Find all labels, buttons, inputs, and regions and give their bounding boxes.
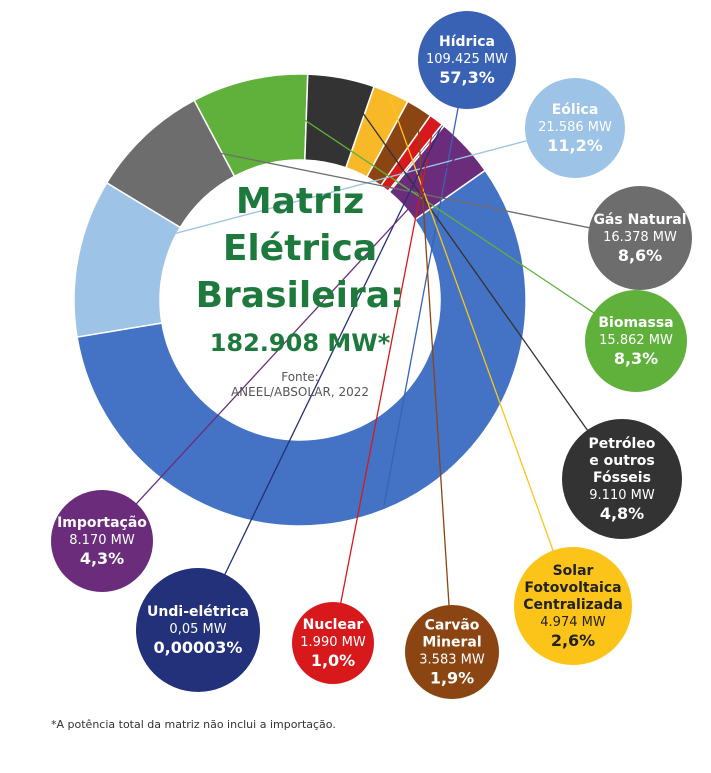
label-mw-nuclear: 1.990 MW: [300, 635, 366, 650]
connector-importacao: [101, 149, 464, 542]
center-total: 182.908 MW*: [210, 329, 391, 357]
bubble-petroleo-e-outros-fosseis: [562, 419, 682, 539]
connector-solar-fotovoltaica-centralizada: [389, 96, 574, 607]
label-bubble-importacao: Importação 8.170 MW4,3%: [51, 490, 153, 592]
label-name-nuclear: Nuclear: [303, 617, 364, 633]
center-title-line-1: Matriz: [236, 181, 364, 222]
label-pct-solar-fotovoltaica-centralizada: 2,6%: [551, 631, 595, 650]
bubble-biomassa: [585, 290, 687, 392]
center-title-line-2: Elétrica: [223, 228, 377, 269]
label-name-undi-eletrica: Undi-elétrica: [147, 604, 249, 620]
label-name-importacao: Importação: [57, 515, 147, 531]
label-mw-solar-fotovoltaica-centralizada: 4.974 MW: [540, 615, 606, 630]
label-pct-nuclear: 1,0%: [311, 651, 355, 670]
label-mw-importacao: 8.170 MW: [69, 533, 135, 548]
center-title-line-3: Brasileira:: [196, 275, 405, 316]
bubble-importacao: [51, 490, 153, 592]
label-pct-carvao-mineral: 1,9%: [430, 669, 474, 688]
slice-importacao: [388, 124, 487, 221]
label-name-gas-natural: Gás Natural: [593, 212, 686, 228]
label-name-hidrica: Hídrica: [439, 34, 495, 50]
label-mw-petroleo-e-outros-fosseis: 9.110 MW: [589, 488, 655, 503]
label-name-petroleo-e-outros-fosseis: Fósseis: [593, 470, 651, 486]
label-pct-importacao: 4,3%: [80, 549, 124, 568]
slice-hidrica: [76, 169, 527, 527]
label-mw-carvao-mineral: 3.583 MW: [419, 653, 485, 668]
label-name-solar-fotovoltaica-centralizada: Centralizada: [523, 597, 622, 613]
label-pct-eolica: 11,2%: [547, 136, 603, 155]
label-name-eolica: Eólica: [552, 102, 599, 118]
bubble-hidrica: [418, 11, 516, 109]
bubble-nuclear: [292, 602, 374, 684]
label-pct-biomassa: 8,3%: [614, 349, 658, 368]
label-bubble-undi-eletrica: Undi-elétrica 0,05 MW0,00003%: [136, 568, 260, 692]
bubble-eolica: [525, 78, 625, 178]
label-bubble-gas-natural: Gás Natural 16.378 MW8,6%: [588, 186, 692, 290]
label-mw-undi-eletrica: 0,05 MW: [169, 622, 226, 637]
connector-hidrica: [383, 59, 468, 506]
center-source-line-1: Fonte:: [281, 370, 319, 384]
label-bubble-biomassa: Biomassa 15.862 MW8,3%: [585, 290, 687, 392]
label-mw-biomassa: 15.862 MW: [599, 333, 673, 348]
connector-petroleo-e-outros-fosseis: [340, 81, 623, 480]
label-name-biomassa: Biomassa: [598, 315, 673, 331]
connector-carvao-mineral: [416, 111, 453, 653]
bubble-gas-natural: [588, 186, 692, 290]
connector-undi-eletrica: [197, 127, 442, 631]
label-name-carvao-mineral: Mineral: [422, 635, 481, 651]
label-name-carvao-mineral: Carvão: [425, 618, 480, 634]
footnote: *A potência total da matriz não inclui a…: [51, 718, 336, 731]
connector-biomassa: [249, 83, 637, 342]
center-source-line-2: ANEEL/ABSOLAR, 2022: [231, 385, 369, 399]
label-pct-gas-natural: 8,6%: [618, 246, 662, 265]
connector-eolica: [81, 127, 576, 259]
label-pct-petroleo-e-outros-fosseis: 4,8%: [600, 504, 644, 523]
bubble-undi-eletrica: [136, 568, 260, 692]
connector-gas-natural: [147, 137, 641, 239]
label-mw-gas-natural: 16.378 MW: [603, 230, 677, 245]
label-mw-eolica: 21.586 MW: [538, 120, 612, 135]
label-name-petroleo-e-outros-fosseis: Petróleo: [589, 436, 656, 452]
label-mw-hidrica: 109.425 MW: [426, 52, 508, 67]
label-pct-hidrica: 57,3%: [439, 68, 495, 87]
connector-nuclear: [332, 122, 435, 644]
label-name-solar-fotovoltaica-centralizada: Fotovoltaica: [524, 580, 621, 596]
label-bubble-nuclear: Nuclear 1.990 MW1,0%: [292, 602, 374, 684]
label-name-petroleo-e-outros-fosseis: e outros: [589, 453, 655, 469]
bubble-carvao-mineral: [405, 605, 499, 699]
bubble-solar-fotovoltaica-centralizada: [514, 547, 632, 665]
label-name-solar-fotovoltaica-centralizada: Solar: [553, 563, 594, 579]
label-pct-undi-eletrica: 0,00003%: [154, 638, 243, 657]
